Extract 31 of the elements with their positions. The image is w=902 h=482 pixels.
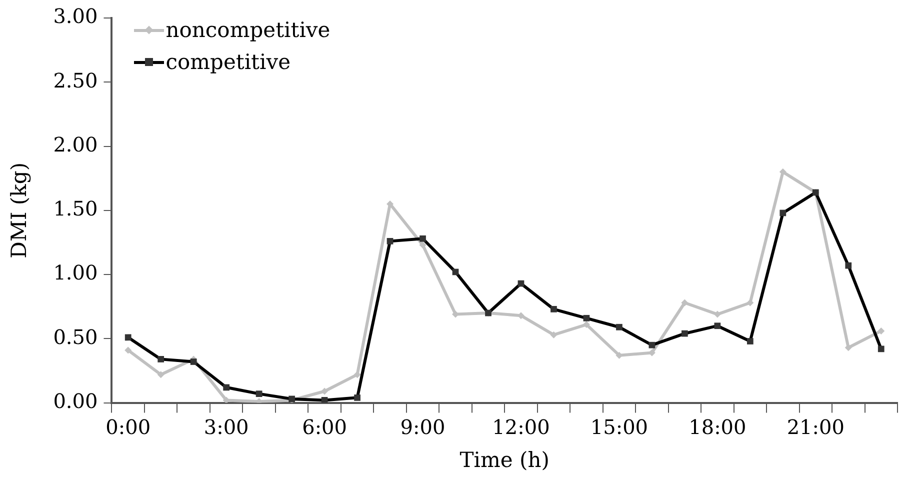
y-tick-label: 0.50 bbox=[53, 324, 98, 349]
legend-label: competitive bbox=[166, 50, 291, 74]
point bbox=[582, 321, 590, 328]
x-tick-label: 18:00 bbox=[688, 415, 746, 440]
y-tick-label: 3.00 bbox=[53, 4, 98, 28]
point bbox=[321, 388, 328, 395]
x-tick-label: 3:00 bbox=[204, 415, 249, 440]
y-axis-title: DMI (kg) bbox=[7, 162, 32, 258]
x-axis-title: Time (h) bbox=[460, 448, 550, 472]
point bbox=[419, 242, 426, 249]
y-tick-label: 1.50 bbox=[53, 196, 98, 221]
legend-label: noncompetitive bbox=[166, 18, 330, 42]
point bbox=[844, 344, 852, 352]
x-tick-label: 6:00 bbox=[302, 415, 348, 440]
point bbox=[550, 331, 558, 338]
x-tick-label: 9:00 bbox=[400, 415, 446, 440]
x-tick-label: 21:00 bbox=[786, 415, 844, 440]
point bbox=[878, 327, 885, 334]
point bbox=[714, 310, 721, 318]
point bbox=[157, 371, 164, 378]
x-tick-label: 12:00 bbox=[492, 415, 550, 440]
x-tick-label: 0:00 bbox=[106, 415, 151, 440]
y-tick-label: 0.00 bbox=[53, 389, 98, 414]
y-tick-label: 1.00 bbox=[53, 260, 98, 285]
point bbox=[354, 371, 361, 378]
point bbox=[124, 346, 132, 354]
x-tick-label: 15:00 bbox=[590, 415, 648, 440]
point bbox=[681, 299, 688, 306]
y-tick-label: 2.00 bbox=[53, 132, 98, 156]
y-tick-label: 2.50 bbox=[53, 68, 98, 92]
point bbox=[746, 299, 754, 306]
